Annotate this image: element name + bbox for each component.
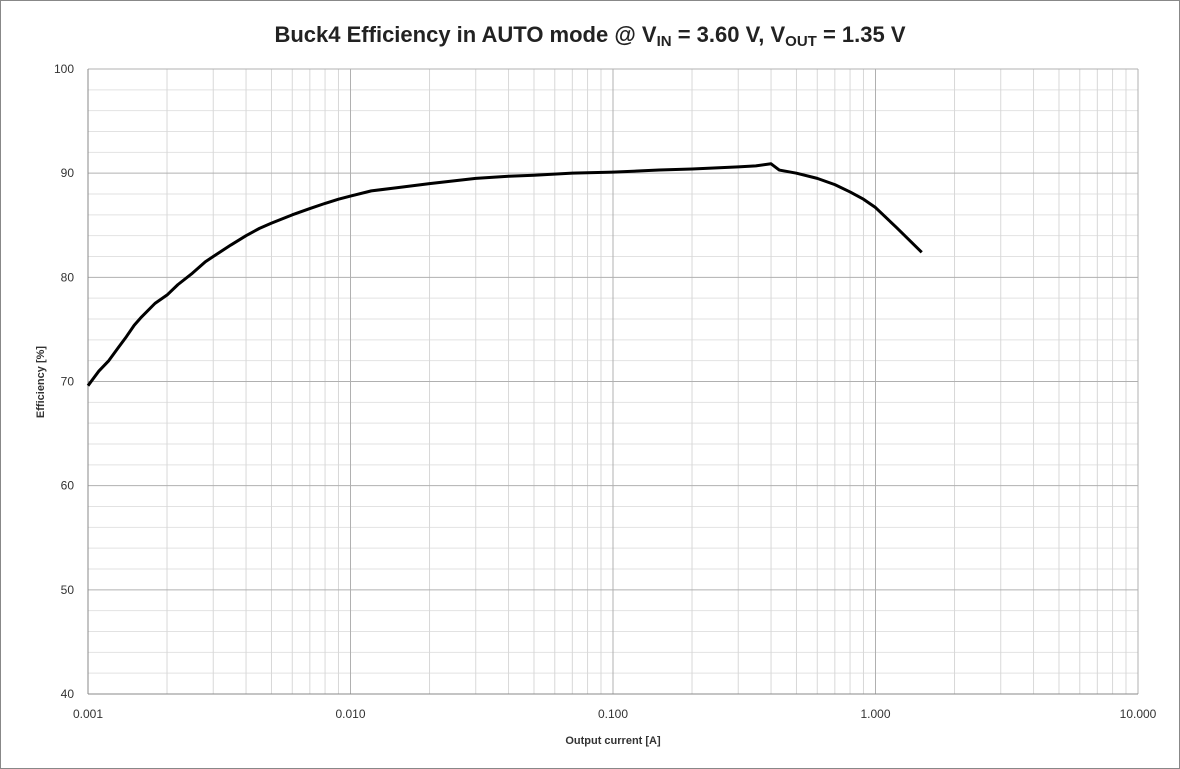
x-tick-label: 0.100: [598, 707, 628, 721]
title-part: Buck4 Efficiency in AUTO mode @ V: [274, 22, 656, 47]
x-tick-label: 0.010: [335, 707, 365, 721]
y-tick-label: 50: [61, 583, 75, 597]
title-part: = 1.35 V: [817, 22, 906, 47]
chart-title: Buck4 Efficiency in AUTO mode @ VIN = 3.…: [274, 22, 905, 50]
y-tick-label: 40: [61, 687, 75, 701]
y-tick-label: 70: [61, 375, 75, 389]
title-subscript: OUT: [785, 33, 817, 50]
title-subscript: IN: [657, 33, 672, 50]
y-tick-label: 60: [61, 479, 75, 493]
data-line: [86, 162, 923, 387]
y-tick-label: 100: [54, 62, 74, 76]
x-tick-label: 1.000: [860, 707, 890, 721]
y-tick-label: 90: [61, 166, 75, 180]
y-tick-label: 80: [61, 270, 75, 284]
y-axis-label: Efficiency [%]: [35, 346, 47, 418]
x-tick-label: 10.000: [1120, 707, 1157, 721]
x-tick-label: 0.001: [73, 707, 103, 721]
title-part: = 3.60 V, V: [672, 22, 786, 47]
x-axis-label: Output current [A]: [565, 735, 661, 747]
